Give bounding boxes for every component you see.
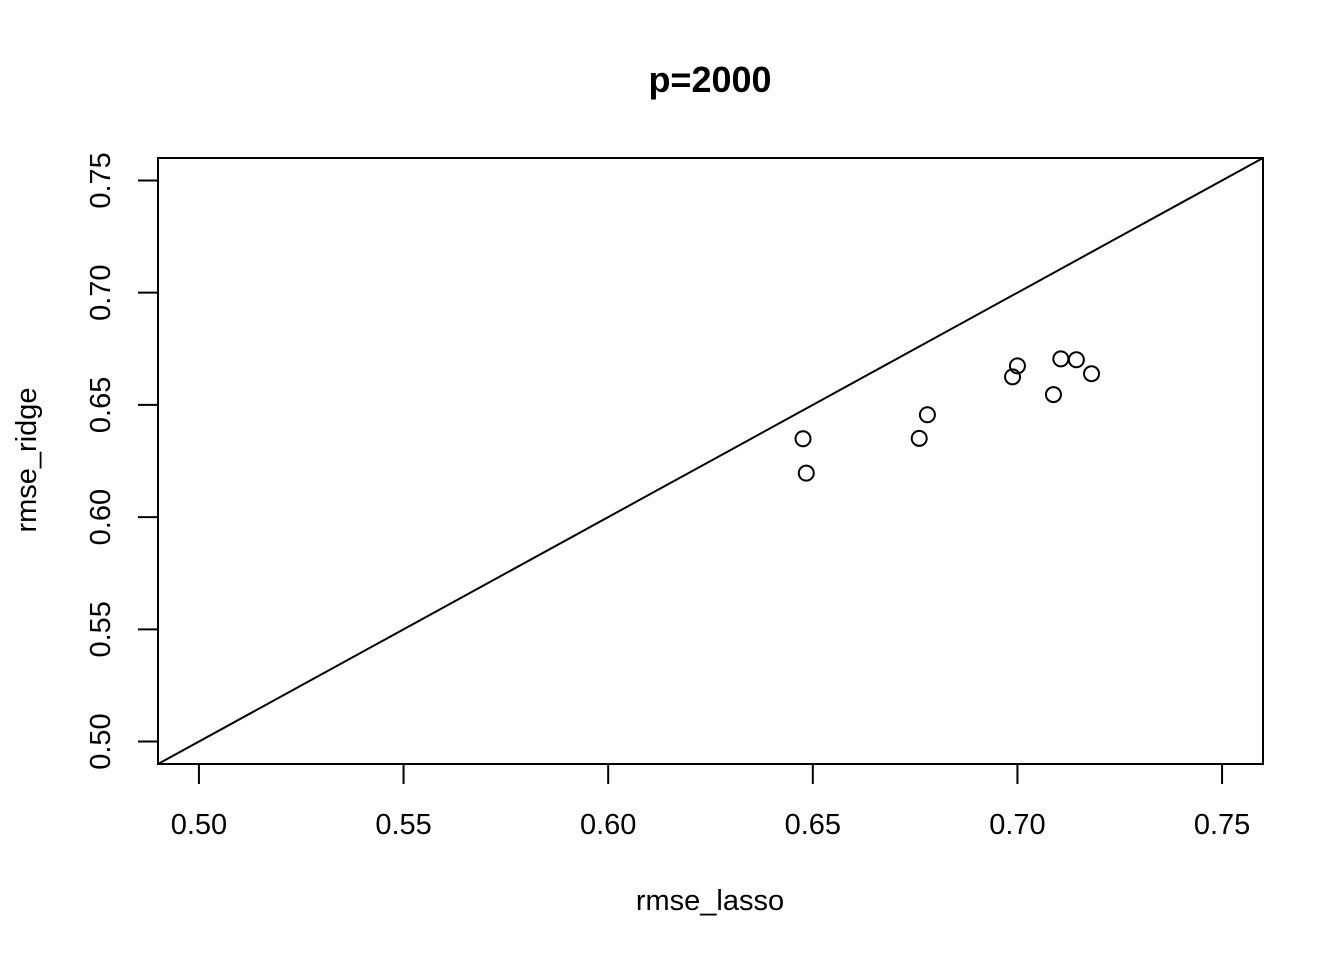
data-point (1067, 351, 1085, 369)
x-tick-label: 0.50 (171, 809, 227, 841)
y-tick-label: 0.50 (85, 713, 117, 769)
x-tick-label: 0.75 (1194, 809, 1250, 841)
y-tick-label: 0.70 (85, 264, 117, 320)
plot-area: 0.50 0.55 0.60 0.65 0.70 0.75 0.50 0.55 0.60 0.65… (85, 152, 1264, 841)
chart-title: p=2000 (648, 59, 771, 100)
data-point (794, 430, 812, 448)
x-tick-label: 0.60 (580, 809, 636, 841)
data-point (1083, 365, 1101, 383)
reference-line (157, 157, 1264, 765)
data-point (797, 464, 815, 482)
data-point (1044, 386, 1062, 404)
data-point (1052, 350, 1070, 368)
data-point (918, 406, 936, 424)
x-tick-label: 0.70 (989, 809, 1045, 841)
y-axis-label: rmse_ridge (11, 387, 43, 532)
y-tick-label: 0.55 (85, 601, 117, 657)
y-tick-label: 0.65 (85, 377, 117, 433)
y-tick-label: 0.75 (85, 152, 117, 208)
y-tick-label: 0.60 (85, 489, 117, 545)
x-axis-label: rmse_lasso (636, 885, 784, 917)
data-point (910, 429, 928, 447)
x-tick-label: 0.55 (375, 809, 431, 841)
x-tick-label: 0.65 (785, 809, 841, 841)
data-point (1008, 357, 1026, 375)
data-point (1004, 368, 1022, 386)
